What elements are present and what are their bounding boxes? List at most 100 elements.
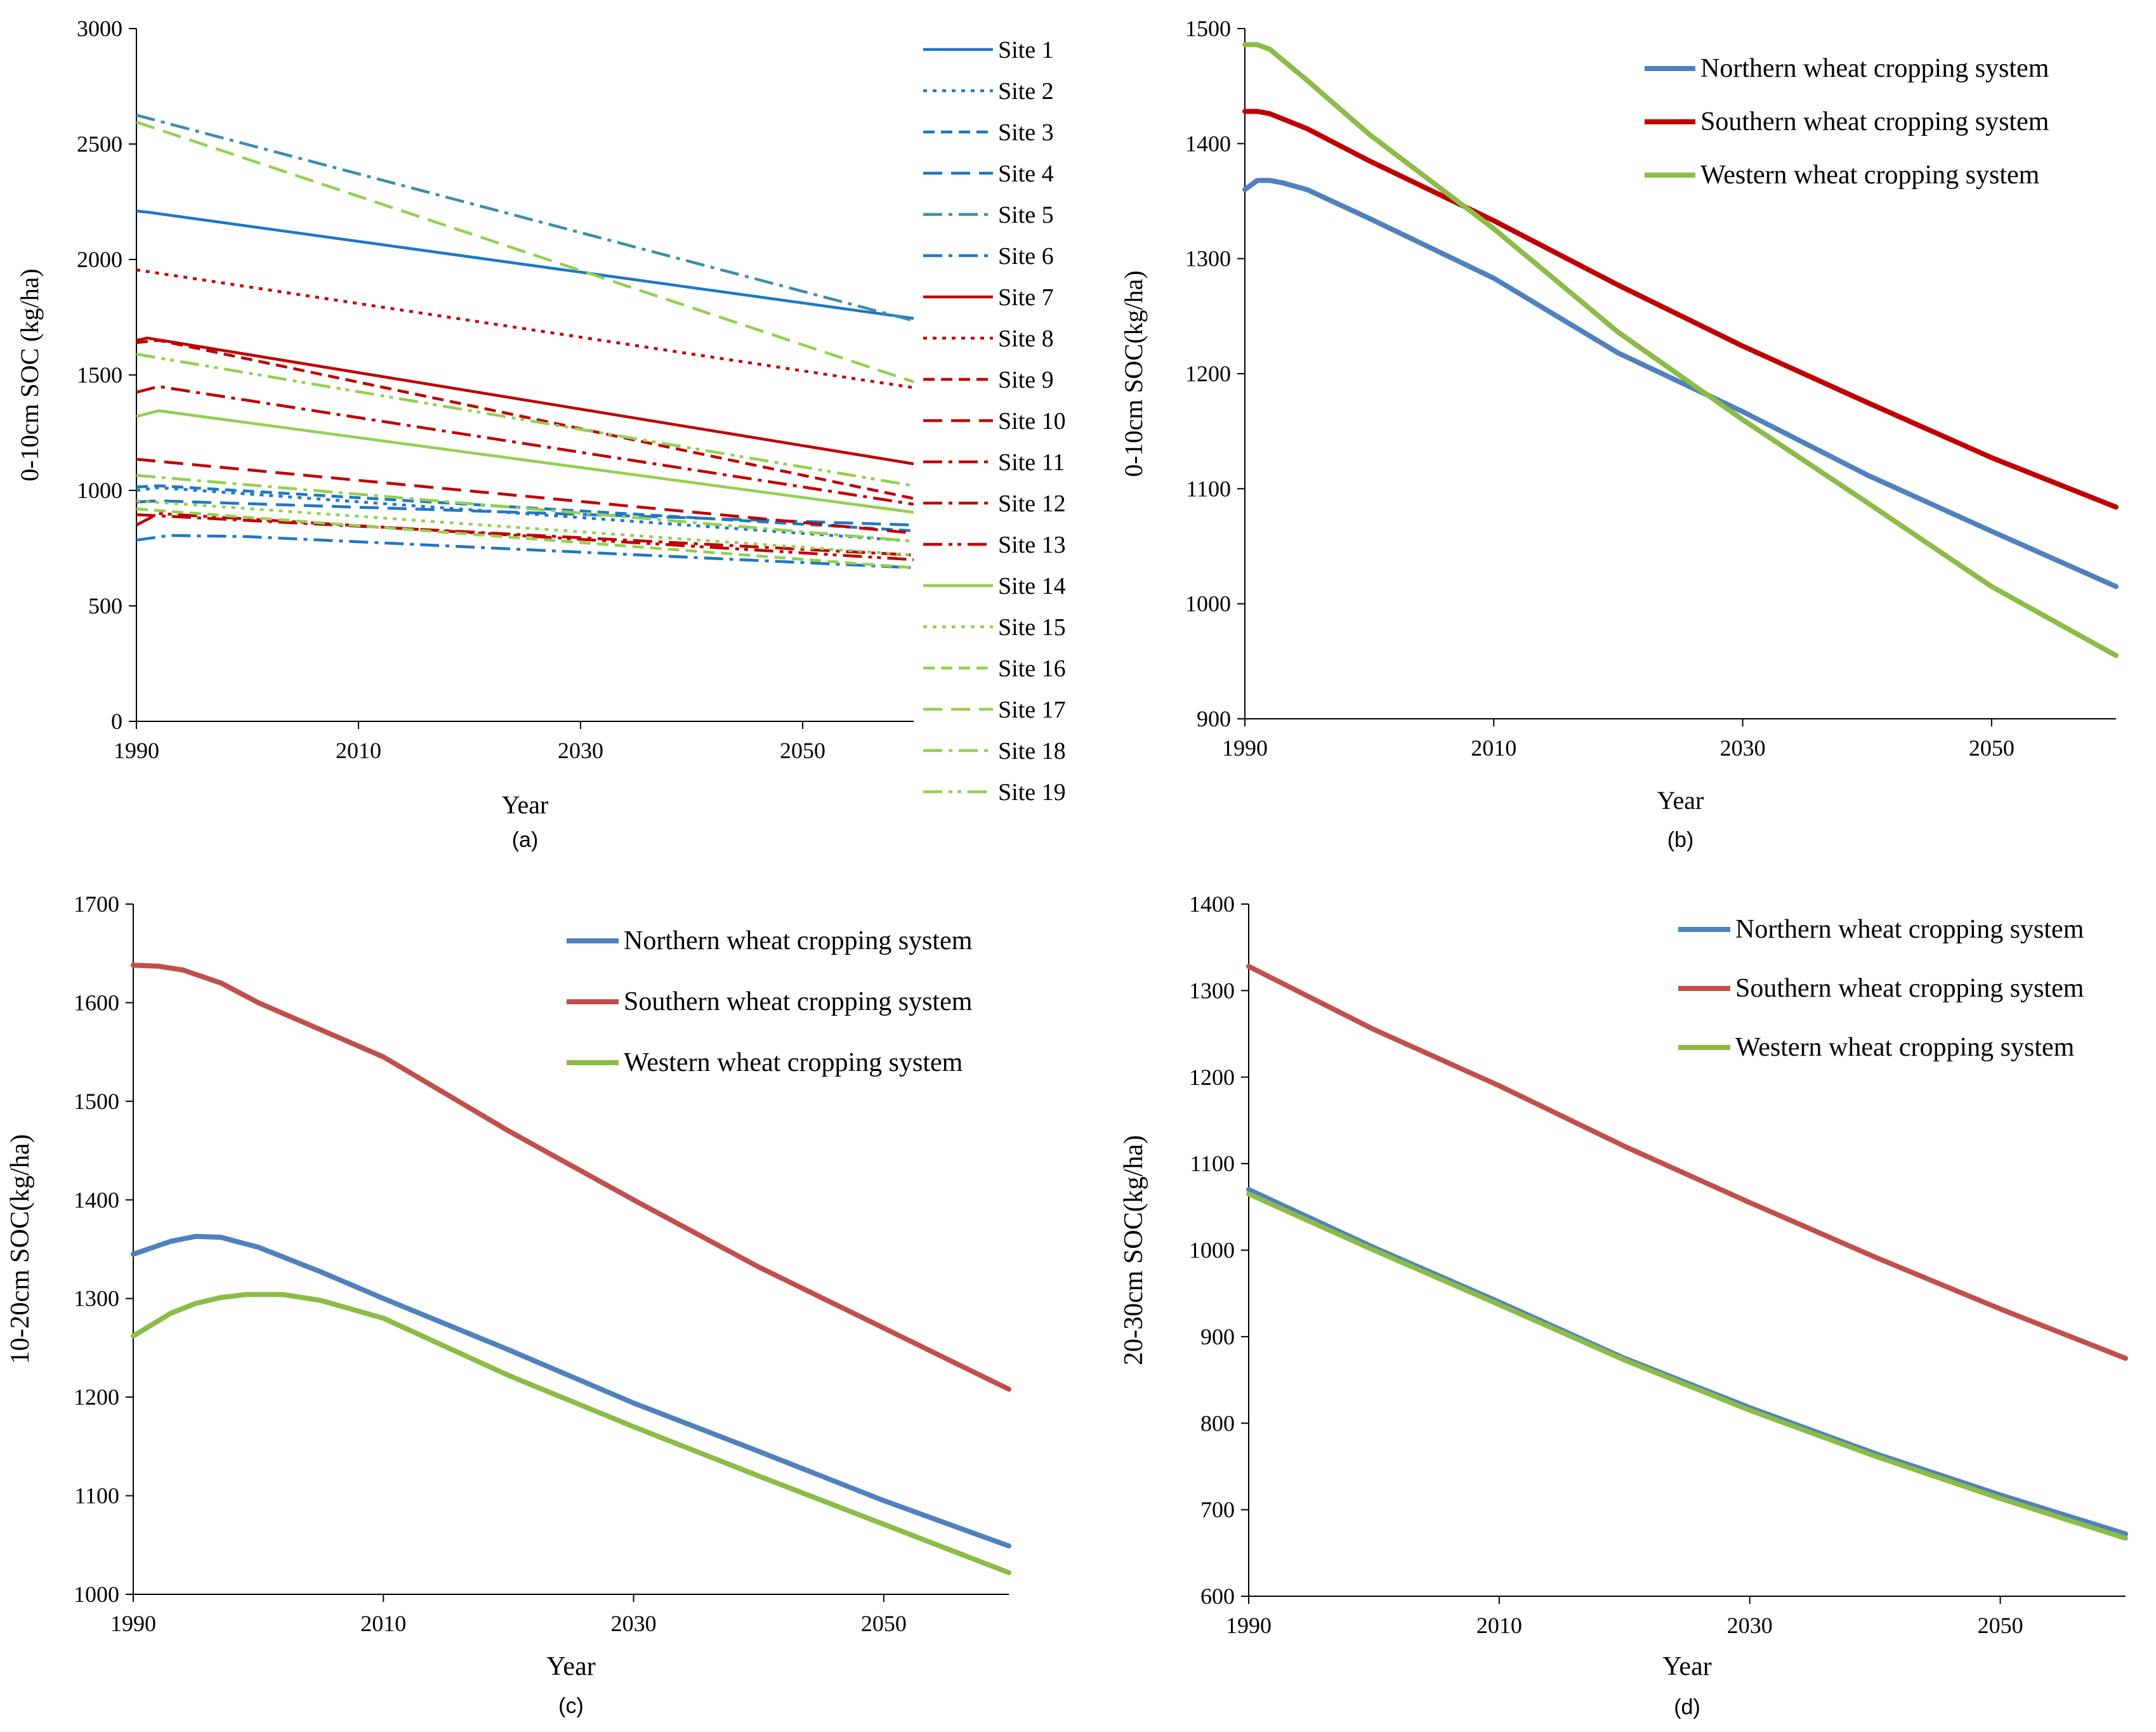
chart-panel-1: 900 1000 1100 1200 1300 1400 1500 1990 2010 2030 2… [1119,16,2119,852]
series-line-9 [136,339,914,500]
y-tick-label: 1300 [74,1286,119,1311]
series-line-1 [1246,1187,2128,1537]
series-line-3 [1242,42,2119,659]
legend-label: Site 2 [998,78,1054,105]
y-tick-label: 2000 [77,247,122,272]
legend-label: Site 8 [998,325,1054,352]
legend-label: Site 6 [998,243,1054,270]
legend-label: Southern wheat cropping system [1700,107,2049,136]
y-tick-label: 800 [1200,1410,1235,1436]
x-tick-label: 1990 [110,1611,156,1636]
series-line-3 [136,484,914,532]
y-tick-label: 2500 [77,131,122,157]
legend-label: Site 7 [998,284,1054,311]
series-line-3 [131,1292,1011,1575]
series-line-1 [131,1233,1011,1549]
legend-label: Site 9 [998,367,1054,393]
y-tick-label: 600 [1200,1584,1235,1609]
legend-label: Northern wheat cropping system [1735,915,2084,944]
y-tick-label: 1500 [74,1089,119,1114]
legend-label: Northern wheat cropping system [1700,54,2049,83]
series-line-4 [136,499,914,527]
legend-label: Site 4 [998,161,1054,187]
x-tick-label: 2010 [336,738,381,763]
x-tick-label: 1990 [1226,1613,1272,1638]
x-tick-label: 2050 [1969,735,2015,761]
series-line-7 [136,336,914,466]
y-tick-label: 3000 [77,16,122,41]
x-tick-label: 2030 [1720,735,1766,761]
x-tick-label: 2030 [1727,1613,1773,1638]
y-tick-label: 500 [88,593,122,619]
series-line-15 [136,499,914,557]
y-tick-label: 1400 [1185,131,1231,156]
series-line-10 [136,457,914,535]
series-line-11 [136,513,914,557]
series-line-2 [1242,108,2119,510]
y-tick-label: 1000 [77,478,122,503]
legend-label: Site 18 [998,738,1066,764]
x-tick-label: 2050 [1978,1613,2023,1638]
series-line-13 [135,512,914,561]
legend-label: Southern wheat cropping system [1735,974,2084,1003]
y-tick-label: 1500 [77,362,122,388]
x-axis-label: Year [1657,786,1704,815]
legend-label: Site 3 [998,119,1054,146]
series-line-1 [136,209,914,320]
series-line-17 [136,121,914,384]
x-tick-label: 2050 [861,1611,907,1636]
legend-label: Site 1 [998,37,1054,63]
y-tick-label: 1200 [1189,1065,1235,1090]
series-line-2 [1246,964,2128,1361]
y-tick-label: 0 [111,709,122,734]
y-axis-label: 0-10cm SOC(kg/ha) [1119,270,1148,477]
series-line-8 [136,268,914,390]
series-line-1 [1242,178,2119,589]
y-tick-label: 1400 [1189,891,1235,917]
series-line-12 [136,384,914,506]
legend-label: Site 17 [998,697,1066,723]
panel-label: (b) [1667,828,1694,852]
legend-label: Site 10 [998,408,1066,435]
series-line-6 [136,534,914,570]
panel-label: (d) [1674,1695,1700,1719]
legend: Northern wheat cropping system Southern w… [1645,54,2049,190]
series-line-14 [136,409,914,514]
x-tick-label: 2050 [780,738,825,763]
y-tick-label: 1000 [1185,591,1231,617]
y-tick-label: 1400 [74,1187,119,1212]
x-tick-label: 2010 [1471,735,1516,761]
y-tick-label: 1600 [74,990,119,1015]
legend-label: Site 12 [998,490,1066,517]
legend-label: Site 5 [998,202,1054,228]
legend-label: Site 13 [998,532,1066,558]
legend-label: Southern wheat cropping system [624,987,973,1016]
y-tick-label: 1200 [74,1384,119,1410]
y-tick-label: 1000 [74,1582,119,1607]
y-tick-label: 1300 [1189,978,1235,1003]
y-axis-label: 0-10cm SOC (kg/ha) [15,268,44,482]
legend: Northern wheat cropping system Southern w… [1678,915,2084,1062]
x-tick-label: 2010 [1476,1613,1522,1638]
y-tick-label: 700 [1200,1497,1235,1523]
legend-label: Western wheat cropping system [624,1048,963,1077]
legend: Northern wheat cropping system Southern w… [567,926,973,1077]
y-tick-label: 1300 [1185,246,1231,272]
legend-label: Site 11 [998,449,1065,476]
y-tick-label: 900 [1200,1324,1235,1349]
legend-label: Site 19 [998,779,1066,806]
legend-label: Site 16 [998,655,1066,682]
x-axis-label: Year [1662,1652,1711,1681]
y-tick-label: 1100 [74,1483,119,1509]
chart-panel-3: 600 700 800 900 1000 1100 1200 1300 1400 1990 2010… [1119,891,2128,1719]
x-tick-label: 1990 [114,738,159,763]
chart-panel-2: 1000 1100 1200 1300 1400 1500 1600 1700 1990 2010… [6,891,1011,1718]
series-line-2 [131,962,1011,1392]
legend-label: Site 15 [998,614,1066,641]
x-tick-label: 2030 [558,738,603,763]
x-tick-label: 2030 [611,1611,657,1636]
legend-label: Western wheat cropping system [1700,161,2040,190]
y-tick-label: 1000 [1189,1238,1235,1263]
x-tick-label: 1990 [1222,735,1268,761]
